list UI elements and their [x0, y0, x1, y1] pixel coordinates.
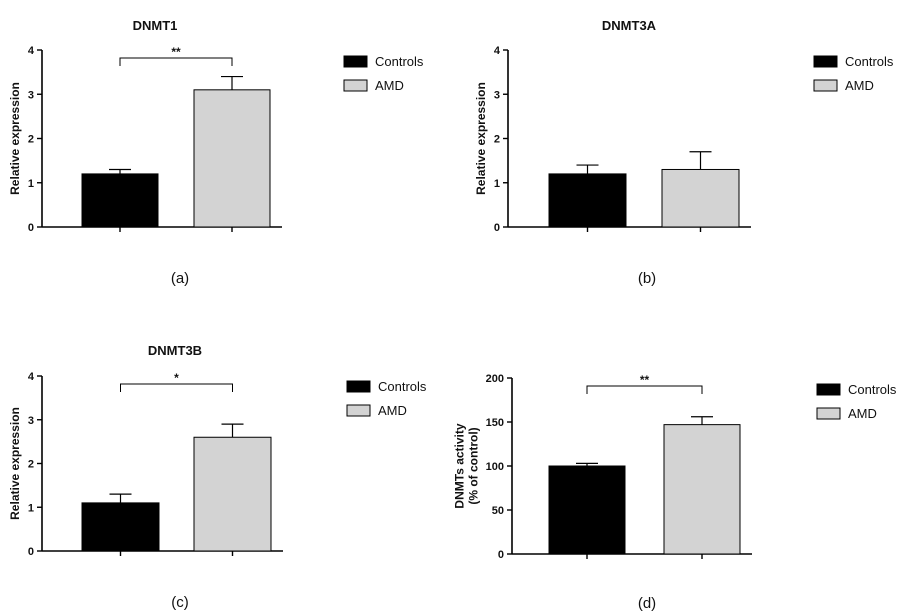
significance-bracket	[119, 57, 233, 66]
y-tick-label: 1	[494, 178, 500, 190]
panel-caption: (b)	[638, 270, 656, 287]
y-axis-label: Relative expression	[8, 82, 22, 195]
y-tick-label: 100	[486, 461, 504, 473]
panel-2: DNMT3A 0 1 2 3 4 Relative expression Controls AM…	[474, 18, 894, 287]
legend-swatch-amd	[816, 407, 841, 420]
y-tick-label: 2	[28, 134, 34, 146]
bar-amd	[193, 436, 272, 552]
y-tick-label: 0	[28, 546, 34, 558]
significance-label: **	[171, 45, 181, 59]
y-tick-label: 4	[28, 371, 35, 383]
y-axis-label: Relative expression	[474, 82, 488, 195]
bar-controls	[81, 502, 160, 552]
legend-swatch-amd	[346, 404, 371, 417]
significance-label: *	[174, 371, 179, 385]
y-tick-label: 200	[486, 373, 504, 385]
y-tick-label: 4	[28, 45, 35, 57]
legend-label-controls: Controls	[848, 382, 897, 397]
y-tick-label: 50	[492, 505, 504, 517]
bar-amd	[193, 89, 271, 228]
legend-label-controls: Controls	[378, 379, 427, 394]
legend-label-amd: AMD	[845, 78, 874, 93]
y-tick-label: 0	[494, 222, 500, 234]
legend-label-amd: AMD	[378, 403, 407, 418]
y-tick-label: 0	[498, 549, 504, 561]
y-axis-label: Relative expression	[8, 407, 22, 520]
y-tick-label: 1	[28, 502, 34, 514]
y-tick-label: 3	[494, 89, 500, 101]
y-tick-label: 3	[28, 415, 34, 427]
significance-bracket	[586, 385, 703, 394]
y-axis-label: DNMTs activity(% of control)	[453, 423, 481, 508]
significance-label: **	[640, 373, 650, 387]
y-tick-label: 1	[28, 178, 34, 190]
y-tick-label: 4	[494, 45, 501, 57]
y-tick-label: 0	[28, 222, 34, 234]
bar-amd	[661, 168, 740, 228]
legend-swatch-amd	[813, 79, 838, 92]
chart-title: DNMT3B	[148, 343, 202, 358]
y-tick-label: 150	[486, 417, 504, 429]
panel-caption: (d)	[638, 595, 656, 612]
y-tick-label: 3	[28, 89, 34, 101]
panel-caption: (a)	[171, 270, 189, 287]
legend-label-controls: Controls	[375, 54, 424, 69]
legend-swatch-controls	[343, 55, 368, 68]
y-tick-label: 2	[494, 134, 500, 146]
significance-bracket	[120, 383, 233, 392]
panel-3: DNMT3B 0 1 2 3 4 Relative expression * Controls A…	[8, 343, 427, 611]
y-tick-label: 2	[28, 459, 34, 471]
legend-swatch-controls	[813, 55, 838, 68]
bar-controls	[548, 173, 627, 228]
legend-label-amd: AMD	[375, 78, 404, 93]
legend-swatch-controls	[816, 383, 841, 396]
chart-title: DNMT3A	[602, 18, 657, 33]
bar-controls	[81, 173, 159, 228]
legend-swatch-amd	[343, 79, 368, 92]
panel-caption: (c)	[171, 594, 189, 611]
legend-label-amd: AMD	[848, 406, 877, 421]
legend-label-controls: Controls	[845, 54, 894, 69]
bar-amd	[663, 424, 741, 555]
chart-title: DNMT1	[133, 18, 178, 33]
panel-4: 0 50 100 150 200 DNMTs activity(% of control)…	[453, 373, 897, 612]
panel-1: DNMT1 0 1 2 3 4 Relative expression ** Controls A…	[8, 18, 424, 287]
legend-swatch-controls	[346, 380, 371, 393]
bar-controls	[548, 465, 626, 555]
